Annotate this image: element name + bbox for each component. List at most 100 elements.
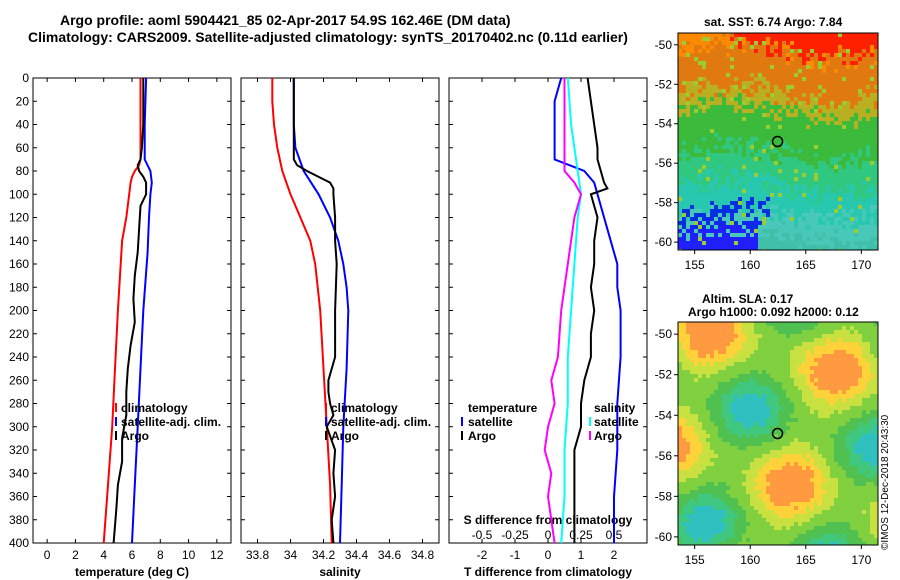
sst-cell (866, 201, 870, 205)
sst-cell (862, 157, 866, 161)
sst-cell (818, 113, 822, 117)
sla-cell (814, 358, 818, 362)
sla-cell (854, 466, 858, 470)
sla-cell (778, 478, 782, 482)
sla-cell (854, 450, 858, 454)
sla-cell (858, 326, 862, 330)
sst-cell (678, 121, 682, 125)
sla-cell (762, 390, 766, 394)
sla-cell (694, 422, 698, 426)
sla-cell (782, 474, 786, 478)
sla-cell (762, 490, 766, 494)
sla-cell (818, 402, 822, 406)
sla-cell (718, 322, 722, 326)
sst-cell (826, 101, 830, 105)
sla-cell (762, 366, 766, 370)
sla-cell (802, 474, 806, 478)
sla-cell (822, 438, 826, 442)
sst-cell (834, 85, 838, 89)
sla-cell (730, 438, 734, 442)
sla-cell (798, 430, 802, 434)
sst-cell (830, 117, 834, 121)
sst-cell (754, 173, 758, 177)
sst-cell (790, 129, 794, 133)
sla-cell (726, 382, 730, 386)
sst-cell (850, 113, 854, 117)
sla-cell (870, 326, 874, 330)
sst-cell (746, 233, 750, 237)
sla-cell (826, 410, 830, 414)
sst-cell (794, 161, 798, 165)
sst-cell (690, 121, 694, 125)
sla-cell (842, 474, 846, 478)
sla-cell (842, 374, 846, 378)
sla-cell (682, 438, 686, 442)
sst-cell (834, 133, 838, 137)
sla-cell (694, 450, 698, 454)
sla-cell (822, 382, 826, 386)
sst-cell (874, 177, 878, 181)
sla-cell (758, 422, 762, 426)
sst-cell (862, 33, 866, 37)
sla-cell (702, 378, 706, 382)
sst-cell (802, 81, 806, 85)
sla-cell (866, 414, 870, 418)
sla-cell (726, 354, 730, 358)
sla-cell (722, 450, 726, 454)
sla-cell (862, 418, 866, 422)
sla-cell (754, 414, 758, 418)
sst-cell (678, 33, 682, 37)
sst-cell (846, 121, 850, 125)
sst-cell (742, 221, 746, 225)
sst-cell (818, 133, 822, 137)
sst-cell (686, 53, 690, 57)
sst-cell (850, 149, 854, 153)
sst-cell (870, 121, 874, 125)
sla-cell (706, 414, 710, 418)
sst-cell (766, 157, 770, 161)
sst-cell (822, 41, 826, 45)
sst-cell (866, 157, 870, 161)
sla-cell (754, 378, 758, 382)
sst-cell (706, 45, 710, 49)
sst-cell (810, 137, 814, 141)
sst-cell (786, 133, 790, 137)
sst-cell (782, 225, 786, 229)
sla-cell (758, 362, 762, 366)
sst-cell (862, 149, 866, 153)
sla-cell (710, 430, 714, 434)
sla-cell (706, 338, 710, 342)
sst-cell (790, 197, 794, 201)
sst-cell (726, 205, 730, 209)
sla-cell (698, 470, 702, 474)
sst-cell (758, 153, 762, 157)
sla-cell (714, 370, 718, 374)
sst-cell (746, 161, 750, 165)
sst-cell (686, 37, 690, 41)
sst-cell (722, 165, 726, 169)
sla-cell (778, 370, 782, 374)
sla-cell (870, 486, 874, 490)
sst-cell (690, 49, 694, 53)
sla-cell (718, 470, 722, 474)
sla-cell (830, 434, 834, 438)
sst-cell (770, 153, 774, 157)
sla-cell (806, 390, 810, 394)
sla-cell (690, 326, 694, 330)
sst-cell (870, 57, 874, 61)
sst-cell (870, 157, 874, 161)
sst-cell (678, 181, 682, 185)
sla-cell (802, 366, 806, 370)
sst-cell (834, 165, 838, 169)
sst-cell (762, 161, 766, 165)
sst-cell (762, 157, 766, 161)
sst-cell (770, 193, 774, 197)
sst-cell (862, 61, 866, 65)
sla-cell (810, 354, 814, 358)
sst-cell (738, 245, 742, 249)
sst-cell (858, 221, 862, 225)
sst-cell (806, 121, 810, 125)
sst-cell (802, 125, 806, 129)
sla-cell (826, 418, 830, 422)
sst-cell (726, 93, 730, 97)
